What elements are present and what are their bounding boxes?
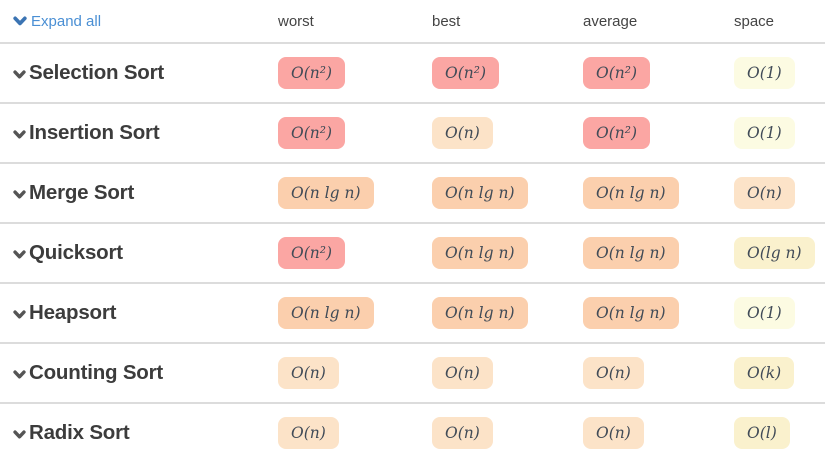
expand-all-link[interactable]: Expand all	[0, 13, 278, 30]
complexity-badge-best: O(n lg n)	[432, 237, 528, 269]
complexity-badge-space: O(1)	[734, 57, 795, 89]
algorithm-row: Selection Sort O(n²) O(n²) O(n²) O(1)	[0, 42, 825, 102]
algorithm-name-toggle[interactable]: Insertion Sort	[0, 121, 278, 145]
complexity-badge-average: O(n²)	[583, 117, 650, 149]
chevron-down-icon[interactable]	[13, 128, 26, 141]
algorithm-name-toggle[interactable]: Quicksort	[0, 241, 278, 265]
algorithm-row: Merge Sort O(n lg n) O(n lg n) O(n lg n)…	[0, 162, 825, 222]
chevron-down-icon[interactable]	[13, 68, 26, 81]
algorithm-row: Counting Sort O(n) O(n) O(n) O(k)	[0, 342, 825, 402]
algorithm-row: Insertion Sort O(n²) O(n) O(n²) O(1)	[0, 102, 825, 162]
chevron-down-icon	[13, 14, 27, 28]
complexity-badge-worst: O(n lg n)	[278, 297, 374, 329]
complexity-badge-space: O(k)	[734, 357, 795, 389]
expand-all-label: Expand all	[31, 12, 102, 30]
chevron-down-icon[interactable]	[13, 308, 26, 321]
chevron-down-icon[interactable]	[13, 248, 26, 261]
complexity-badge-average: O(n²)	[583, 57, 650, 89]
complexity-badge-best: O(n²)	[432, 57, 499, 89]
complexity-badge-average: O(n lg n)	[583, 237, 679, 269]
complexity-badge-best: O(n lg n)	[432, 297, 528, 329]
algorithm-name-toggle[interactable]: Heapsort	[0, 301, 278, 325]
chevron-down-icon[interactable]	[13, 188, 26, 201]
column-header-space: space	[734, 12, 775, 30]
algorithm-name[interactable]: Selection Sort	[29, 61, 165, 84]
complexity-badge-worst: O(n lg n)	[278, 177, 374, 209]
complexity-badge-worst: O(n²)	[278, 57, 345, 89]
algorithm-name[interactable]: Insertion Sort	[29, 121, 160, 144]
complexity-badge-worst: O(n²)	[278, 117, 345, 149]
complexity-badge-best: O(n)	[432, 417, 493, 449]
chevron-down-icon[interactable]	[13, 428, 26, 441]
algorithm-row: Heapsort O(n lg n) O(n lg n) O(n lg n) O…	[0, 282, 825, 342]
complexity-badge-best: O(n lg n)	[432, 177, 528, 209]
algorithm-row: Quicksort O(n²) O(n lg n) O(n lg n) O(lg…	[0, 222, 825, 282]
algorithm-name[interactable]: Quicksort	[29, 241, 123, 264]
complexity-badge-best: O(n)	[432, 117, 493, 149]
complexity-badge-average: O(n)	[583, 417, 644, 449]
column-header-average: average	[583, 12, 638, 30]
algorithm-name[interactable]: Radix Sort	[29, 421, 130, 444]
algorithm-name-toggle[interactable]: Merge Sort	[0, 181, 278, 205]
complexity-badge-space: O(1)	[734, 297, 795, 329]
complexity-badge-worst: O(n)	[278, 417, 339, 449]
algorithm-name[interactable]: Counting Sort	[29, 361, 164, 384]
algorithm-name[interactable]: Heapsort	[29, 301, 117, 324]
complexity-badge-space: O(n)	[734, 177, 795, 209]
complexity-badge-average: O(n lg n)	[583, 177, 679, 209]
algorithm-name-toggle[interactable]: Counting Sort	[0, 361, 278, 385]
algorithm-name[interactable]: Merge Sort	[29, 181, 135, 204]
algorithm-name-toggle[interactable]: Selection Sort	[0, 61, 278, 85]
column-header-best: best	[432, 12, 461, 30]
complexity-badge-space: O(l)	[734, 417, 790, 449]
column-header-worst: worst	[278, 12, 314, 30]
complexity-badge-space: O(1)	[734, 117, 795, 149]
complexity-badge-average: O(n lg n)	[583, 297, 679, 329]
algorithm-row: Radix Sort O(n) O(n) O(n) O(l)	[0, 402, 825, 462]
table-header-row: Expand all worst best average space	[0, 0, 825, 42]
complexity-badge-average: O(n)	[583, 357, 644, 389]
complexity-badge-space: O(lg n)	[734, 237, 815, 269]
complexity-badge-worst: O(n)	[278, 357, 339, 389]
algorithm-name-toggle[interactable]: Radix Sort	[0, 421, 278, 445]
complexity-badge-worst: O(n²)	[278, 237, 345, 269]
chevron-down-icon[interactable]	[13, 368, 26, 381]
complexity-badge-best: O(n)	[432, 357, 493, 389]
